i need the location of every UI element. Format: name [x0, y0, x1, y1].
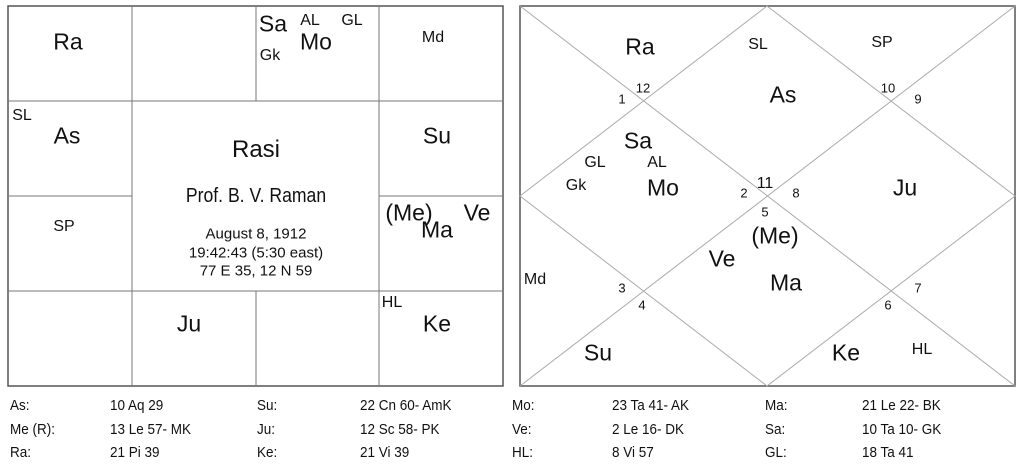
position-label: Me (R):: [10, 421, 55, 438]
position-label: Ju:: [257, 421, 276, 438]
position-value: 13 Le 57- MK: [110, 421, 192, 438]
planet-mo: Mo: [300, 28, 332, 55]
native-name: Prof. B. V. Raman: [185, 185, 327, 207]
position-value: 2 Le 16- DK: [612, 421, 685, 438]
point-gk: Gk: [565, 177, 587, 194]
position-value: 12 Sc 58- PK: [360, 421, 440, 438]
house-number-12: 12: [635, 80, 651, 96]
position-label: As:: [10, 397, 30, 414]
position-value: 10 Aq 29: [110, 397, 164, 414]
planet-ve: Ve: [708, 245, 736, 272]
house-number-1: 1: [618, 91, 626, 107]
ascendant-as: As: [769, 81, 797, 108]
position-value: 21 Pi 39: [110, 444, 160, 461]
rasi-grid: [7, 5, 504, 387]
planet-ra: Ra: [625, 33, 655, 60]
planet-mo: Mo: [647, 174, 679, 201]
house-number-5: 5: [761, 204, 769, 220]
birth-date: August 8, 1912: [205, 225, 307, 243]
point-gl: GL: [584, 154, 606, 171]
point-sl: SL: [748, 36, 768, 53]
north-indian-grid: [519, 5, 1016, 387]
planet-su: Su: [422, 122, 452, 149]
position-value: 21 Le 22- BK: [862, 397, 941, 414]
house-number-3: 3: [618, 280, 626, 296]
house-number-7: 7: [914, 280, 922, 296]
position-label: Ve:: [512, 421, 532, 438]
point-sl: SL: [12, 107, 32, 124]
house-number-8: 8: [792, 185, 800, 201]
planet-ma: Ma: [770, 269, 802, 296]
house-number-9: 9: [914, 91, 922, 107]
planet-su: Su: [583, 339, 613, 366]
position-label: Ke:: [257, 444, 278, 461]
birth-time: 19:42:43 (5:30 east): [188, 244, 324, 262]
position-value: 23 Ta 41- AK: [612, 397, 690, 414]
point-al: AL: [647, 154, 667, 171]
position-label: GL:: [765, 444, 787, 461]
position-value: 10 Ta 10- GK: [862, 421, 942, 438]
position-label: Sa:: [765, 421, 786, 438]
planet-ra: Ra: [53, 28, 83, 55]
position-label: Ra:: [10, 444, 32, 461]
point-gl: GL: [341, 12, 363, 29]
position-value: 18 Ta 41: [862, 444, 914, 461]
birth-coordinates: 77 E 35, 12 N 59: [199, 262, 313, 280]
house-number-11: 11: [756, 175, 774, 192]
position-label: Ma:: [765, 397, 788, 414]
point-sp: SP: [53, 218, 75, 235]
planet-ju: Ju: [176, 310, 202, 337]
house-number-2: 2: [740, 185, 748, 201]
planet-ve: Ve: [463, 199, 491, 226]
position-value: 22 Cn 60- AmK: [360, 397, 452, 414]
planet-ju: Ju: [892, 174, 918, 201]
position-label: Mo:: [512, 397, 535, 414]
chart-title: Rasi: [231, 136, 281, 163]
planet-sa: Sa: [623, 127, 653, 154]
planet-me: (Me): [385, 199, 433, 226]
house-number-10: 10: [880, 80, 896, 96]
house-number-6: 6: [884, 297, 892, 313]
position-value: 21 Vi 39: [360, 444, 410, 461]
position-label: HL:: [512, 444, 534, 461]
point-hl: HL: [911, 341, 933, 358]
planet-ke: Ke: [422, 310, 452, 337]
house-number-4: 4: [638, 297, 646, 313]
planet-ma: Ma: [421, 216, 453, 243]
ascendant-as: As: [53, 122, 81, 149]
planet-sa: Sa: [258, 10, 288, 37]
point-al: AL: [300, 12, 320, 29]
position-value: 8 Vi 57: [612, 444, 654, 461]
planet-ke: Ke: [831, 339, 861, 366]
planet-me: (Me): [751, 222, 799, 249]
position-label: Su:: [257, 397, 278, 414]
point-md: Md: [523, 271, 547, 288]
point-sp: SP: [871, 34, 893, 51]
point-gk: Gk: [259, 47, 281, 64]
point-hl: HL: [381, 294, 403, 311]
point-md: Md: [421, 29, 445, 46]
